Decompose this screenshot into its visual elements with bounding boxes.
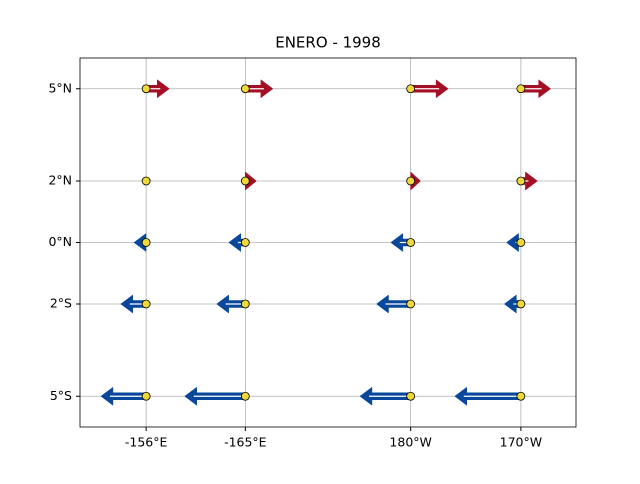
point xyxy=(516,299,526,309)
point xyxy=(240,176,250,186)
point xyxy=(406,299,416,309)
y-tick-label: 2°S xyxy=(50,296,72,311)
point xyxy=(516,391,526,401)
y-tick-label: 0°N xyxy=(48,234,72,249)
point xyxy=(406,176,416,186)
point xyxy=(141,84,151,94)
point xyxy=(516,84,526,94)
point xyxy=(406,84,416,94)
x-tick-label: -156°E xyxy=(125,435,168,450)
x-tick-label: 170°W xyxy=(500,435,542,450)
point xyxy=(240,299,250,309)
point xyxy=(141,238,151,247)
point xyxy=(516,176,526,186)
y-tick-label: 5°N xyxy=(48,80,72,95)
y-tick-label: 5°S xyxy=(50,388,72,403)
point xyxy=(406,391,416,401)
plot-frame xyxy=(79,57,577,428)
x-tick-label: 180°W xyxy=(389,435,431,450)
x-tick-label: -165°E xyxy=(224,435,267,450)
point xyxy=(516,238,526,247)
point xyxy=(240,391,250,401)
point xyxy=(141,299,151,309)
point xyxy=(240,84,250,94)
point xyxy=(406,238,416,247)
chart-title: ENERO - 1998 xyxy=(275,34,381,52)
point xyxy=(141,176,151,186)
point xyxy=(141,391,151,401)
y-tick-label: 2°N xyxy=(48,173,72,188)
point xyxy=(240,238,250,247)
